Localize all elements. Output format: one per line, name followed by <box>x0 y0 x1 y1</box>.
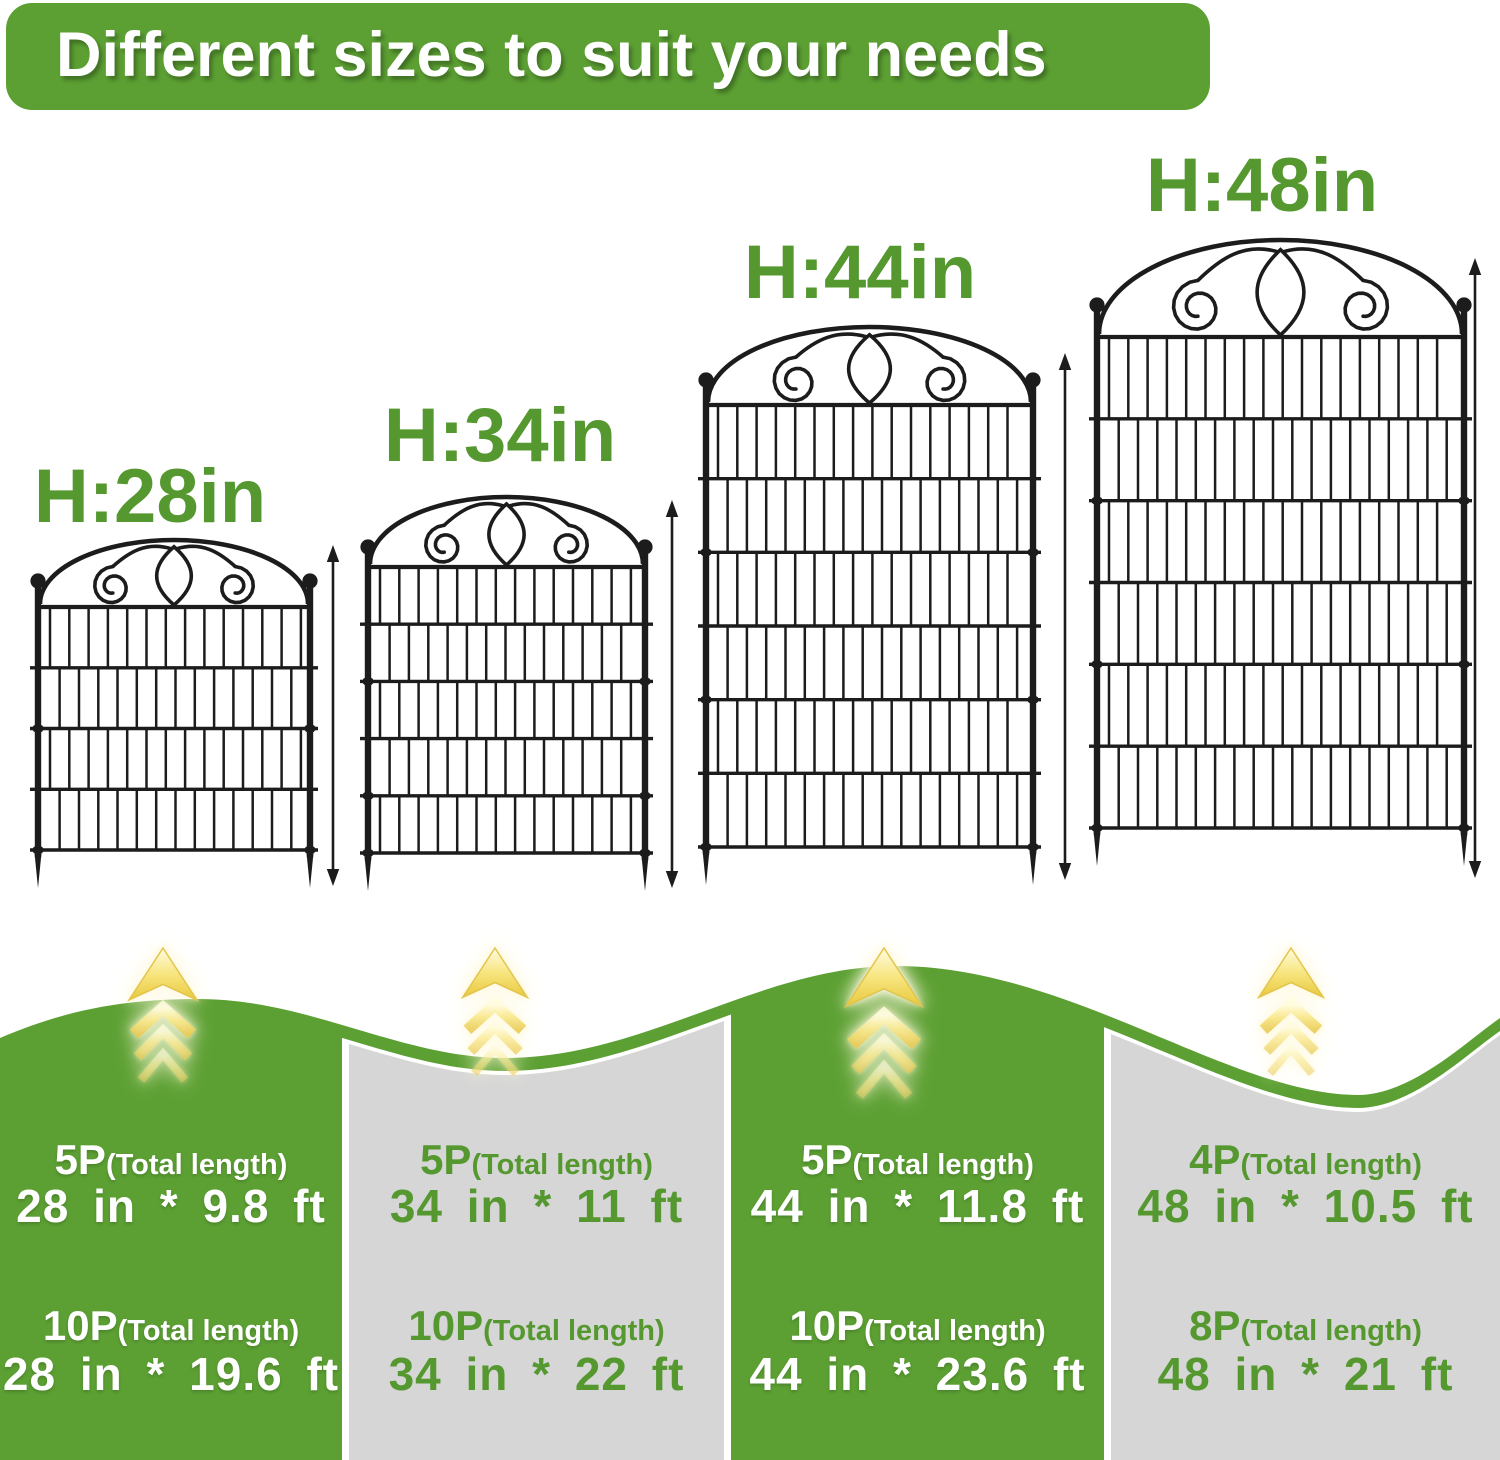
pack-count: 5P <box>420 1136 472 1183</box>
wave-footer-band <box>0 966 1500 1460</box>
upgrade-chevron-icon <box>843 946 925 1099</box>
pack-count: 8P <box>1189 1302 1241 1349</box>
pack-note: (Total length) <box>1240 1315 1422 1347</box>
pack-column-48in: 4P(Total length) 48 in * 10.5 ft 8P(Tota… <box>1111 1120 1500 1460</box>
upgrade-chevron-icon <box>126 946 200 1083</box>
pack-count: 10P <box>42 1302 118 1349</box>
height-dimension-arrow <box>1468 258 1482 878</box>
pack-size: 44 in * 11.8 ft <box>750 1180 1085 1232</box>
pack-size: 44 in * 23.6 ft <box>749 1348 1086 1400</box>
fence-panel-illustration-2 <box>698 324 1041 885</box>
height-label-28in: H:28in <box>33 454 267 539</box>
height-label-34in: H:34in <box>383 393 617 478</box>
pack-note: (Total length) <box>1240 1149 1422 1181</box>
height-label-48in: H:48in <box>1145 143 1379 228</box>
pack-size: 48 in * 10.5 ft <box>1137 1180 1474 1232</box>
title-banner: Different sizes to suit your needs <box>6 3 1210 110</box>
fence-panel-illustration-1 <box>360 494 653 891</box>
pack-size: 48 in * 21 ft <box>1157 1348 1454 1400</box>
height-dimension-arrow <box>1058 353 1072 880</box>
pack-label: 10P(Total length) <box>349 1298 724 1364</box>
pack-note: (Total length) <box>483 1315 665 1347</box>
page-title: Different sizes to suit your needs <box>56 20 1047 90</box>
pack-note: (Total length) <box>852 1149 1034 1181</box>
pack-label: 5P(Total length) <box>349 1132 724 1198</box>
pack-size: 28 in * 19.6 ft <box>2 1348 340 1400</box>
pack-size: 28 in * 9.8 ft <box>16 1180 326 1232</box>
pack-label: 5P(Total length) <box>0 1132 342 1198</box>
pack-label: 8P(Total length) <box>1111 1298 1500 1364</box>
pack-note: (Total length) <box>105 1149 288 1181</box>
pack-size: 34 in * 11 ft <box>389 1180 684 1232</box>
fence-panel-illustration-0 <box>30 537 318 888</box>
pack-count: 5P <box>801 1136 853 1183</box>
pack-count: 5P <box>54 1136 106 1183</box>
pack-column-28in: 5P(Total length) 28 in * 9.8 ft 10P(Tota… <box>0 1120 342 1460</box>
pack-column-34in: 5P(Total length) 34 in * 11 ft 10P(Total… <box>349 1120 724 1460</box>
pack-column-44in: 5P(Total length) 44 in * 11.8 ft 10P(Tot… <box>731 1120 1104 1460</box>
pack-label: 10P(Total length) <box>731 1298 1104 1364</box>
pack-size: 34 in * 22 ft <box>388 1348 685 1400</box>
pack-label: 5P(Total length) <box>731 1132 1104 1198</box>
height-label-44in: H:44in <box>743 230 977 315</box>
pack-label: 10P(Total length) <box>0 1298 342 1364</box>
upgrade-chevron-icon <box>460 946 530 1076</box>
upgrade-chevron-icon <box>1256 946 1326 1076</box>
pack-note: (Total length) <box>471 1149 653 1181</box>
pack-label: 4P(Total length) <box>1111 1132 1500 1198</box>
pack-count: 4P <box>1189 1136 1241 1183</box>
fence-panel-illustration-3 <box>1089 237 1472 866</box>
pack-note: (Total length) <box>117 1315 300 1347</box>
height-dimension-arrow <box>665 500 679 888</box>
height-dimension-arrow <box>326 545 340 886</box>
pack-count: 10P <box>408 1302 484 1349</box>
pack-note: (Total length) <box>864 1315 1046 1347</box>
pack-count: 10P <box>789 1302 865 1349</box>
